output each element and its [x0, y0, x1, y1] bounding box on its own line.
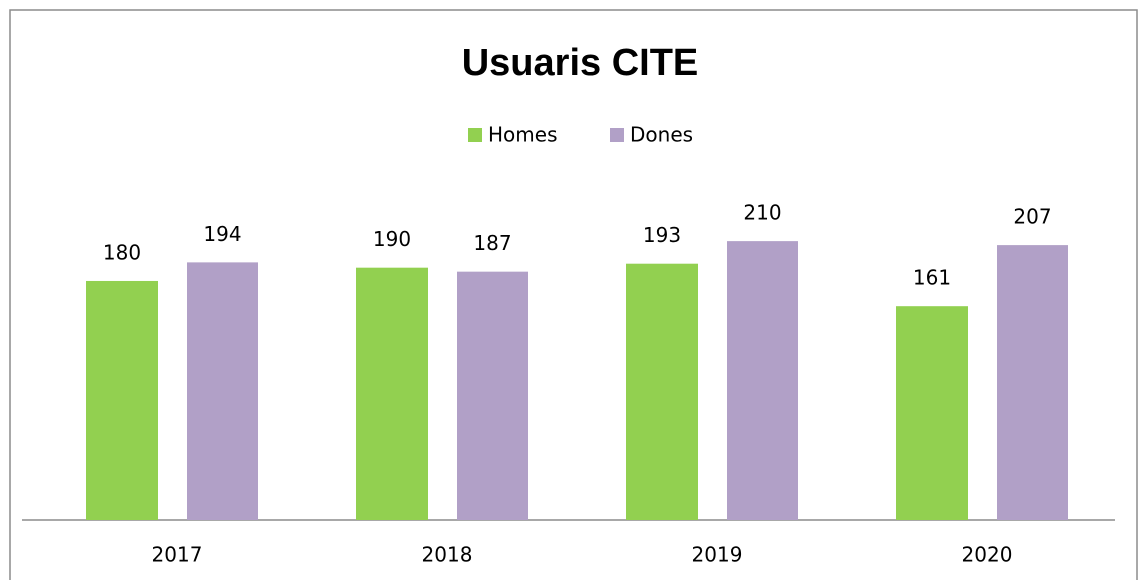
bar	[187, 262, 258, 520]
legend-label: Dones	[630, 123, 693, 147]
bar	[86, 280, 158, 520]
x-tick-label: 2020	[962, 543, 1013, 567]
bar	[626, 263, 698, 520]
x-tick-label: 2018	[422, 543, 473, 567]
value-label: 161	[913, 266, 951, 290]
x-tick-label: 2017	[152, 543, 203, 567]
legend-label: Homes	[488, 123, 557, 147]
legend-swatch	[610, 128, 624, 142]
legend-swatch	[468, 128, 482, 142]
bar	[727, 241, 798, 520]
value-label: 190	[373, 227, 411, 251]
bar	[457, 271, 528, 520]
value-label: 180	[103, 240, 141, 264]
value-label: 187	[473, 231, 511, 255]
bar	[896, 306, 968, 520]
bar	[997, 245, 1068, 520]
bar	[356, 267, 428, 520]
value-label: 193	[643, 223, 681, 247]
value-label: 210	[743, 201, 781, 225]
chart-title: Usuaris CITE	[462, 42, 699, 84]
x-tick-label: 2019	[692, 543, 743, 567]
value-label: 207	[1013, 205, 1051, 229]
value-label: 194	[203, 222, 241, 246]
